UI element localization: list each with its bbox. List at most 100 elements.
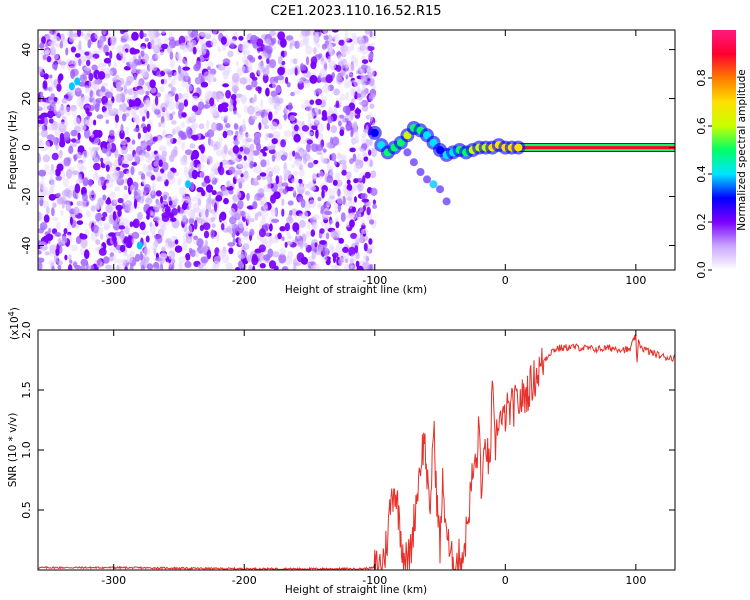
noise-blob [269,236,275,245]
noise-blob [200,256,209,264]
noise-blob [355,260,360,268]
noise-blob [205,184,214,193]
noise-blob [193,219,198,230]
noise-blob [292,222,300,233]
noise-blob [151,232,157,239]
noise-blob [364,235,368,242]
noise-blob [348,246,356,257]
noise-blob [168,200,173,206]
noise-blob [306,131,314,136]
noise-blob [319,240,327,245]
noise-blob [311,222,319,230]
noise-blob [153,204,161,211]
noise-blob [356,93,362,98]
noise-blob [210,167,215,173]
noise-blob [361,136,366,145]
noise-blob [298,213,304,219]
noise-blob [235,60,239,67]
noise-blob [57,75,62,84]
noise-blob [101,82,109,87]
noise-blob [221,44,227,52]
noise-blob [120,138,128,146]
noise-blob [238,254,246,260]
noise-blob [156,175,163,182]
noise-blob [55,175,62,181]
noise-blob [228,247,234,254]
noise-blob [178,256,187,263]
noise-blob [200,189,206,197]
noise-blob [46,134,55,141]
noise-blob [171,86,177,93]
noise-blob [154,42,158,51]
noise-blob [277,66,285,76]
noise-blob [306,143,311,153]
noise-blob [197,198,202,206]
noise-blob [296,229,301,240]
noise-blob [232,140,241,145]
noise-blob [129,47,136,55]
noise-blob [226,180,231,188]
branch-point [423,175,431,184]
noise-blob [45,233,54,241]
noise-blob [283,113,287,121]
noise-blob [57,264,62,270]
noise-blob [189,143,196,149]
noise-blob [359,43,364,48]
noise-blob [82,193,88,202]
x-tick-label: -300 [101,574,126,587]
noise-blob [341,169,347,176]
noise-blob [234,170,238,179]
noise-blob [225,123,231,128]
noise-blob [165,205,171,215]
noise-blob [166,113,171,122]
noise-blob [305,45,313,55]
noise-blob [200,244,208,254]
noise-blob [289,43,293,50]
noise-blob [291,66,294,76]
noise-blob [301,124,310,132]
noise-blob [289,115,296,122]
noise-blob [55,248,60,256]
noise-blob [40,51,46,56]
noise-blob [239,146,244,152]
colorbar-tick-label: 0.2 [695,213,708,231]
noise-blob [258,122,262,131]
noise-blob [292,170,299,176]
noise-blob [127,177,133,188]
noise-blob [256,175,261,181]
noise-blob [230,94,237,100]
noise-blob [132,218,140,229]
noise-blob [235,267,241,270]
noise-blob [55,232,62,238]
noise-blob [231,232,236,238]
noise-blob [302,157,308,165]
noise-blob [120,38,127,43]
noise-blob [48,96,54,103]
noise-blob [121,30,129,33]
noise-blob [129,264,134,270]
noise-blob [363,128,369,136]
noise-blob [141,195,145,202]
noise-blob [40,112,49,118]
noise-blob [203,104,211,109]
noise-blob [164,94,169,104]
noise-blob [217,30,226,33]
noise-blob [345,74,349,80]
noise-blob [302,72,308,77]
noise-blob [283,50,287,57]
noise-blob [113,159,119,167]
noise-blob [104,91,113,99]
noise-blob [150,39,155,50]
noise-blob [201,43,208,54]
noise-blob [353,178,359,184]
noise-blob [61,137,65,146]
noise-blob [237,99,241,104]
noise-blob [328,187,333,197]
noise-blob [259,200,264,206]
noise-blob [342,246,349,253]
noise-blob [45,206,50,215]
noise-blob [310,229,316,237]
noise-blob [316,244,324,253]
noise-blob [237,113,242,119]
noise-blob [103,157,110,164]
